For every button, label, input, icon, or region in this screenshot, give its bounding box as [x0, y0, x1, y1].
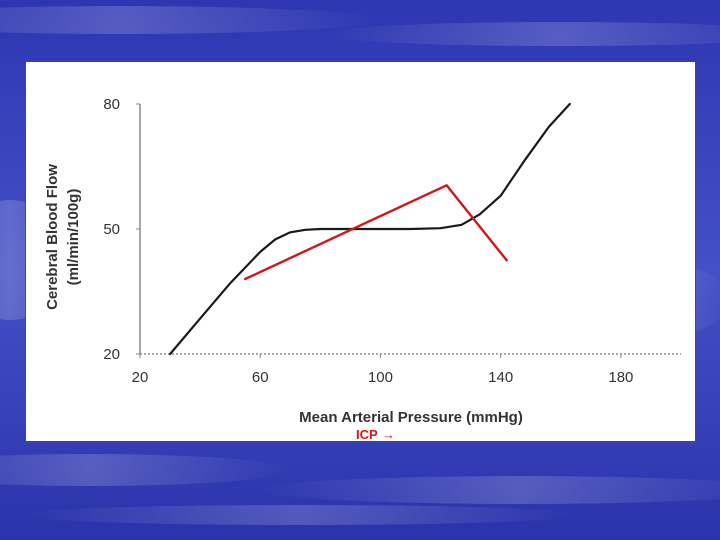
chart-figure-panel: 20 60 100 140 180 20 50 80 Cerebral Blood Flow… [25, 61, 696, 442]
icp-annotation-label: ICP [356, 427, 378, 442]
chart: 20 60 100 140 180 20 50 80 Cerebral Blood Flow… [44, 96, 681, 442]
x-tick-label: 20 [132, 369, 149, 386]
icp-annotation-line [243, 184, 508, 281]
x-tick-label: 100 [368, 369, 393, 386]
y-axis-title-line2: (ml/min/100g) [65, 189, 82, 286]
x-axis-title: Mean Arterial Pressure (mmHg) [299, 409, 523, 426]
cbf-autoregulation-curve [169, 102, 571, 356]
icp-arrow-icon: → [382, 427, 395, 442]
y-axis-title-line1: Cerebral Blood Flow [44, 164, 61, 310]
y-tick-label: 50 [103, 221, 120, 238]
x-tick-label: 180 [608, 369, 633, 386]
x-tick-label: 140 [488, 369, 513, 386]
y-tick-label: 20 [103, 346, 120, 363]
y-tick-label: 80 [103, 96, 120, 113]
x-tick-label: 60 [252, 369, 269, 386]
